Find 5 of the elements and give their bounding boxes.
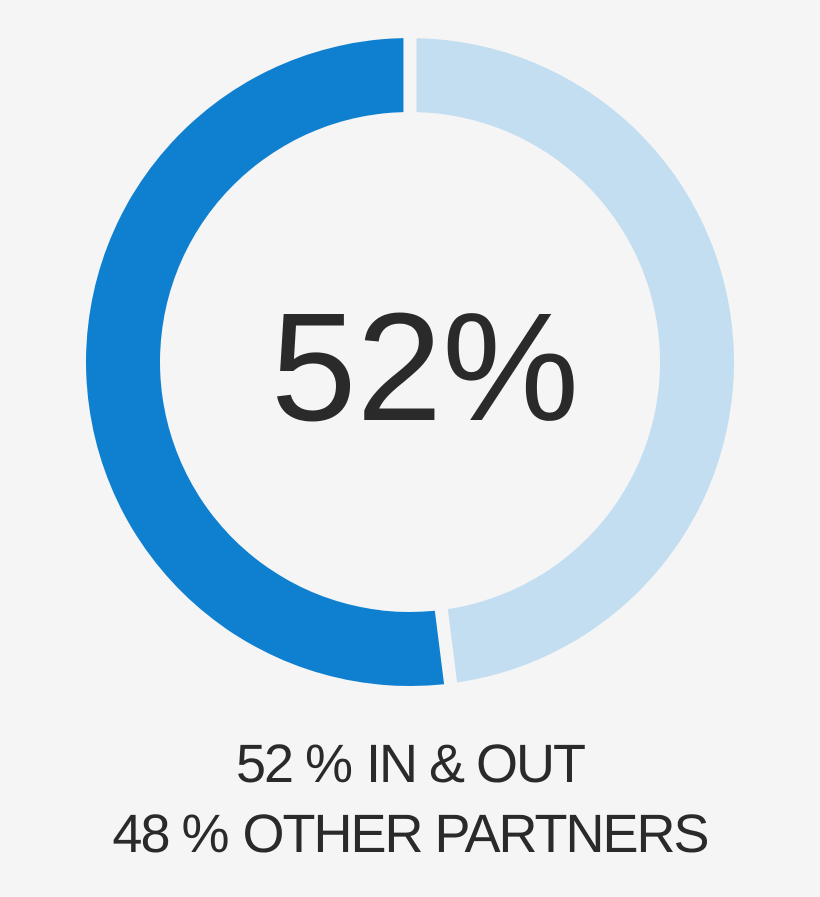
text: 52% xyxy=(270,281,580,453)
slice-label: IN & OUT xyxy=(366,734,584,794)
data-label: 52 % xyxy=(236,734,352,794)
data-label: 48 % xyxy=(112,804,228,864)
slice-label: OTHER PARTNERS xyxy=(242,804,708,864)
